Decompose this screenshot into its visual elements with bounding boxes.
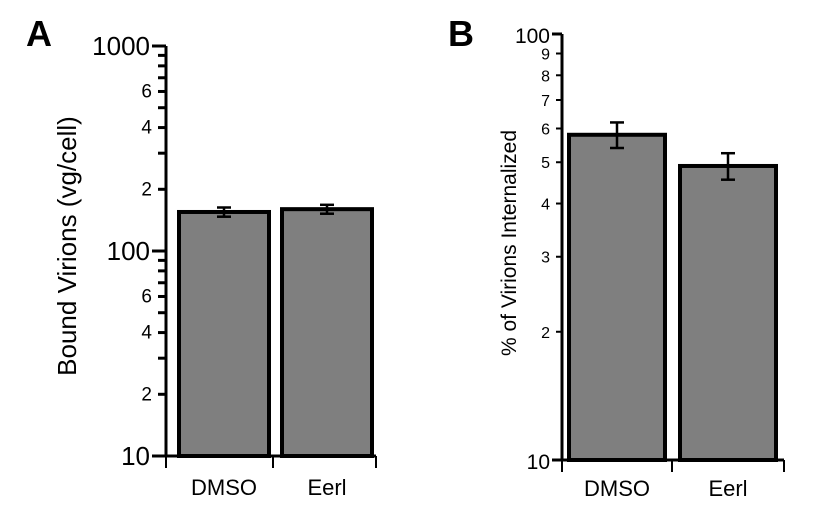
- panel-a-minor-tick-label: 6: [141, 286, 152, 307]
- panel-b-minor-tick-label: 8: [541, 68, 550, 85]
- panel-a-minor-tick-label: 2: [141, 384, 152, 405]
- panel-a-minor-tick-label: 6: [141, 81, 152, 102]
- panel-b-major-tick-label: 10: [527, 451, 550, 474]
- panel-a-minor-tick-label: 2: [141, 179, 152, 200]
- panel-a-category-label-eerl: Eerl: [307, 475, 346, 500]
- panel-b-minor-tick-label: 7: [541, 93, 550, 110]
- panel-b-labels: 10 100 2 3 4 5 6 7 8 9 DMSO Eerl: [515, 25, 748, 501]
- panel-b-y-axis-label: % of Virions Internalized: [498, 130, 521, 356]
- panel-a-bar-eerl: [280, 207, 374, 458]
- panel-a-major-tick-label: 1000: [92, 31, 150, 61]
- panel-a-category-label-dmso: DMSO: [191, 475, 257, 500]
- panel-b-minor-tick-label: 3: [541, 250, 550, 267]
- panel-b-minor-tick-label: 9: [541, 46, 550, 63]
- panel-b-bar-dmso: [567, 132, 667, 463]
- panel-b-letter: B: [448, 13, 474, 54]
- panel-a-y-axis-label: Bound Virions (vg/cell): [52, 116, 82, 376]
- panel-b-minor-tick-label: 5: [541, 155, 550, 172]
- panel-b-bar-eerl: [678, 163, 778, 462]
- panel-b: B % of Virions Internalized 10 100 2 3 4 5 6 7 8…: [448, 13, 785, 501]
- panel-a-major-tick-label: 10: [121, 441, 150, 471]
- panel-a: A Bound Virions (vg/cell) 10 100 1000 2 4 6 2 4…: [26, 13, 377, 500]
- panel-b-category-label-dmso: DMSO: [584, 476, 650, 501]
- panel-b-major-tick-label: 100: [515, 25, 550, 48]
- panel-b-minor-tick-label: 2: [541, 325, 550, 342]
- panel-b-category-label-eerl: Eerl: [708, 476, 747, 501]
- panel-a-bar-dmso: [177, 209, 271, 458]
- panel-b-minor-tick-label: 6: [541, 122, 550, 139]
- panel-a-major-tick-label: 100: [107, 236, 150, 266]
- panel-a-bars: [177, 203, 374, 458]
- panel-a-letter: A: [26, 13, 52, 54]
- panel-b-minor-tick-label: 4: [541, 197, 550, 214]
- panel-a-labels: 10 100 1000 2 4 6 2 4 6 DMSO Eerl: [92, 31, 346, 500]
- panel-a-minor-tick-label: 4: [141, 118, 152, 139]
- panel-a-minor-tick-label: 4: [141, 323, 152, 344]
- panel-b-bars: [567, 121, 778, 463]
